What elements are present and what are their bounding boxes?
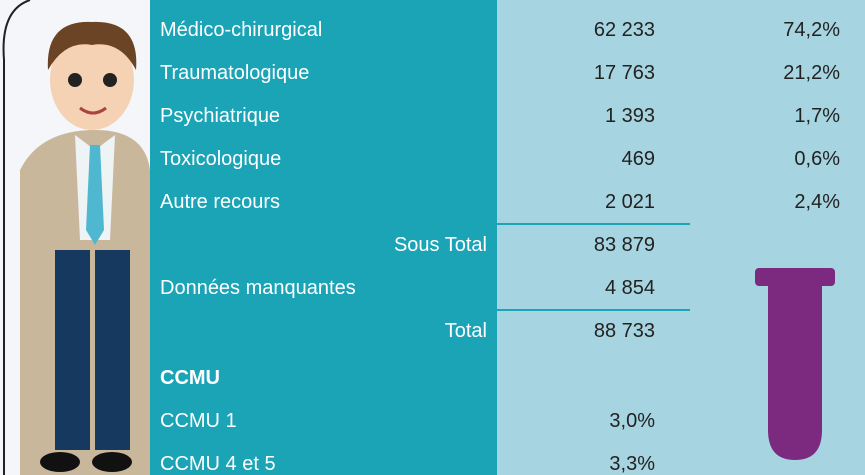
ccmu-label: CCMU 4 et 5 <box>160 443 276 475</box>
row-label: Psychiatrique <box>160 95 280 138</box>
doctor-illustration <box>0 0 160 475</box>
page: Médico-chirurgical 62 233 74,2% Traumatolog… <box>0 0 865 475</box>
subtotal-count: 83 879 <box>594 224 655 267</box>
ccmu-percent: 3,0% <box>609 400 655 443</box>
total-count: 88 733 <box>594 310 655 353</box>
total-label: Total <box>445 310 487 353</box>
row-count: 1 393 <box>605 95 655 138</box>
row-count: 2 021 <box>605 181 655 224</box>
row-percent: 2,4% <box>794 181 840 224</box>
row-label: Traumatologique <box>160 52 309 95</box>
row-count: 17 763 <box>594 52 655 95</box>
row-percent: 0,6% <box>794 138 840 181</box>
row-count: 469 <box>622 138 655 181</box>
ccmu-percent: 3,3% <box>609 443 655 475</box>
missing-count: 4 854 <box>605 267 655 310</box>
ccmu-label: CCMU 1 <box>160 400 237 443</box>
row-percent: 21,2% <box>783 52 840 95</box>
test-tube-icon <box>750 260 850 470</box>
row-count: 62 233 <box>594 9 655 52</box>
row-label: Médico-chirurgical <box>160 9 322 52</box>
subtotal-label: Sous Total <box>394 224 487 267</box>
missing-label: Données manquantes <box>160 267 356 310</box>
row-percent: 1,7% <box>794 95 840 138</box>
row-label: Autre recours <box>160 181 280 224</box>
row-percent: 74,2% <box>783 9 840 52</box>
row-label: Toxicologique <box>160 138 281 181</box>
section-heading: CCMU <box>160 357 220 400</box>
